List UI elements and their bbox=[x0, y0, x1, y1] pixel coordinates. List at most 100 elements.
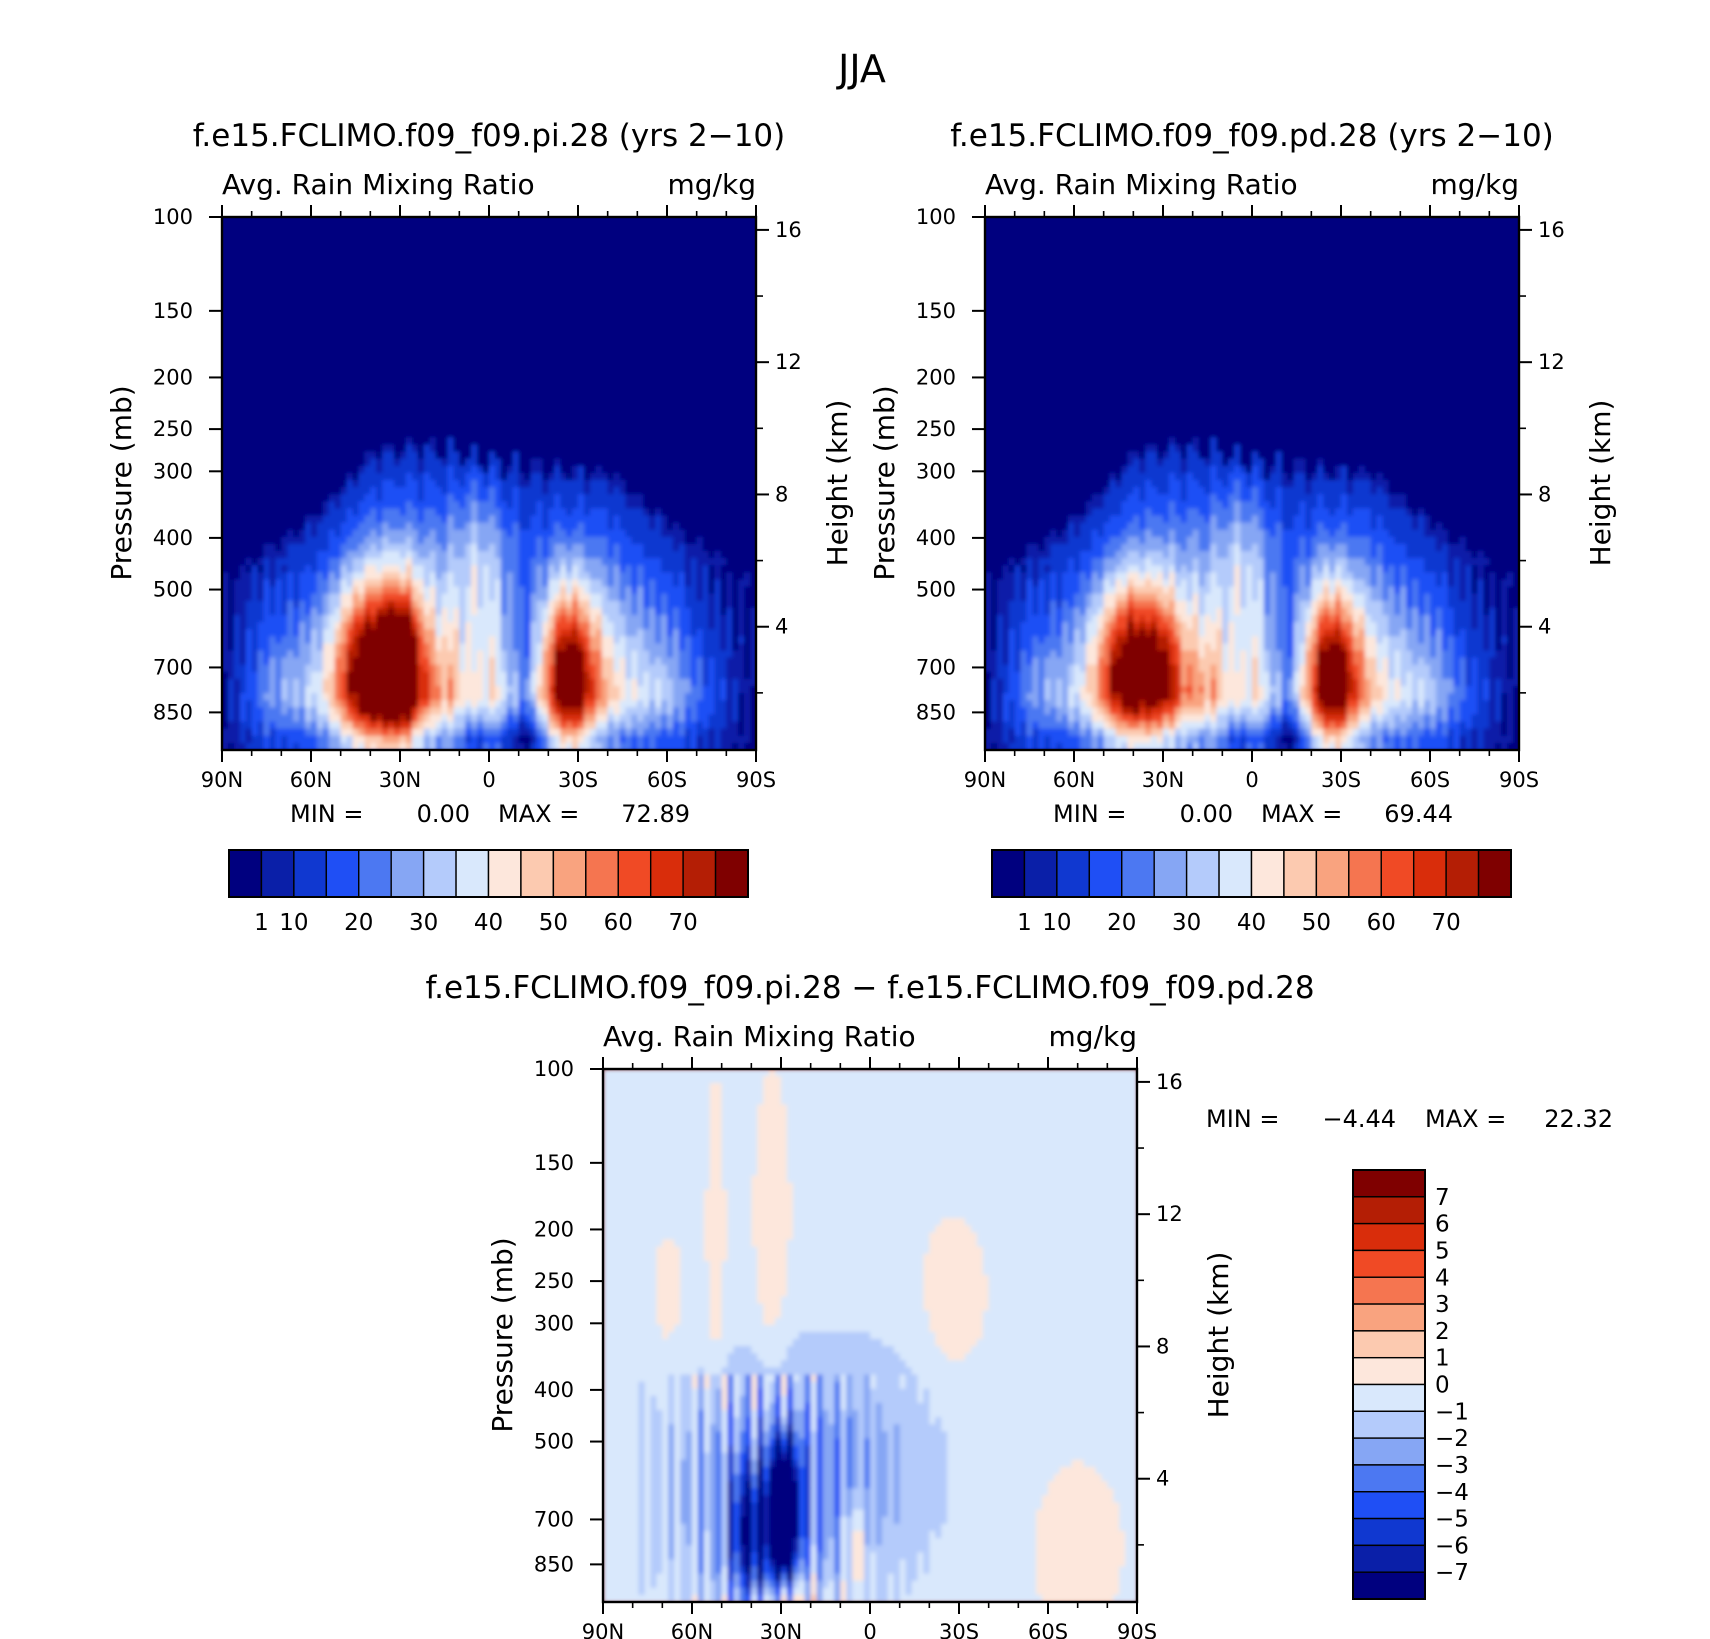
contour-cell bbox=[483, 586, 490, 595]
contour-cell bbox=[334, 373, 342, 382]
contour-cell bbox=[263, 451, 271, 460]
contour-cell bbox=[643, 259, 650, 268]
contour-cell bbox=[542, 344, 550, 353]
contour-cell bbox=[257, 288, 265, 296]
contour-cell bbox=[441, 501, 449, 510]
contour-cell bbox=[601, 593, 609, 602]
contour-cell bbox=[441, 423, 449, 431]
contour-cell bbox=[257, 565, 265, 574]
contour-cell bbox=[750, 515, 756, 524]
contour-cell bbox=[518, 515, 526, 524]
contour-cell bbox=[429, 359, 437, 368]
contour-cell bbox=[744, 529, 751, 538]
contour-cell bbox=[423, 273, 431, 282]
contour-cell bbox=[405, 444, 413, 453]
contour-cell bbox=[346, 309, 354, 318]
contour-cell bbox=[222, 224, 229, 233]
contour-cell bbox=[595, 465, 603, 474]
contour-cell bbox=[376, 266, 383, 275]
contour-cell bbox=[619, 238, 627, 247]
contour-cell bbox=[530, 245, 538, 254]
contour-cell bbox=[536, 572, 544, 581]
contour-cell bbox=[239, 458, 247, 467]
contour-cell bbox=[465, 565, 472, 574]
contour-cell bbox=[554, 280, 561, 289]
contour-cell bbox=[227, 352, 235, 360]
contour-cell bbox=[340, 543, 348, 552]
contour-cell bbox=[583, 465, 591, 474]
contour-cell bbox=[370, 558, 378, 567]
contour-cell bbox=[613, 273, 621, 282]
contour-cell bbox=[441, 593, 449, 602]
contour-cell bbox=[222, 430, 229, 439]
contour-cell bbox=[429, 316, 437, 325]
contour-cell bbox=[447, 458, 455, 467]
contour-cell bbox=[566, 543, 573, 552]
contour-cell bbox=[524, 352, 532, 360]
contour-cell bbox=[637, 551, 645, 559]
contour-cell bbox=[299, 408, 306, 417]
contour-cell bbox=[417, 529, 425, 538]
contour-cell bbox=[536, 508, 544, 517]
contour-cell bbox=[400, 487, 407, 495]
contour-cell bbox=[376, 501, 383, 510]
contour-cell bbox=[388, 423, 395, 431]
contour-cell bbox=[417, 437, 425, 446]
contour-cell bbox=[631, 273, 639, 282]
contour-cell bbox=[400, 451, 407, 460]
contour-cell bbox=[429, 451, 437, 460]
contour-cell bbox=[548, 352, 556, 360]
contour-cell bbox=[251, 508, 259, 517]
contour-cell bbox=[227, 529, 235, 538]
contour-cell bbox=[625, 600, 633, 609]
contour-cell bbox=[583, 266, 591, 275]
contour-cell bbox=[459, 565, 467, 574]
contour-cell bbox=[554, 288, 561, 296]
contour-cell bbox=[506, 302, 514, 311]
contour-cell bbox=[305, 536, 312, 545]
panel-pi-title: f.e15.FCLIMO.f09_f09.pi.28 (yrs 2−10) bbox=[193, 118, 785, 154]
contour-cell bbox=[477, 238, 484, 247]
contour-cell bbox=[328, 494, 336, 503]
contour-cell bbox=[334, 607, 342, 616]
contour-cell bbox=[649, 330, 656, 339]
contour-cell bbox=[655, 458, 662, 467]
contour-cell bbox=[720, 224, 728, 233]
contour-cell bbox=[257, 437, 265, 446]
contour-cell bbox=[696, 479, 704, 488]
contour-cell bbox=[607, 323, 615, 332]
contour-cell bbox=[738, 487, 745, 495]
contour-cell bbox=[269, 600, 277, 609]
contour-cell bbox=[643, 501, 650, 510]
contour-cell bbox=[726, 458, 734, 467]
contour-cell bbox=[400, 558, 407, 567]
contour-cell bbox=[583, 302, 591, 311]
contour-cell bbox=[601, 401, 609, 410]
contour-cell bbox=[625, 316, 633, 325]
contour-cell bbox=[364, 245, 372, 254]
contour-cell bbox=[530, 444, 538, 453]
contour-cell bbox=[227, 565, 235, 574]
contour-cell bbox=[411, 288, 419, 296]
contour-cell bbox=[613, 423, 621, 431]
contour-cell bbox=[287, 309, 294, 318]
contour-cell bbox=[554, 302, 561, 311]
contour-cell bbox=[465, 316, 472, 325]
contour-cell bbox=[524, 430, 532, 439]
contour-cell bbox=[524, 266, 532, 275]
contour-cell bbox=[726, 408, 734, 417]
contour-cell bbox=[702, 366, 710, 375]
contour-cell bbox=[311, 487, 318, 495]
contour-cell bbox=[500, 273, 508, 282]
contour-cell bbox=[726, 529, 734, 538]
contour-cell bbox=[233, 373, 241, 382]
contour-cell bbox=[578, 373, 585, 382]
contour-cell bbox=[578, 515, 585, 524]
contour-cell bbox=[625, 451, 633, 460]
contour-cell bbox=[352, 238, 360, 247]
contour-cell bbox=[643, 394, 650, 403]
contour-cell bbox=[578, 316, 585, 325]
contour-cell bbox=[281, 529, 289, 538]
contour-cell bbox=[720, 252, 728, 261]
contour-cell bbox=[696, 337, 704, 346]
